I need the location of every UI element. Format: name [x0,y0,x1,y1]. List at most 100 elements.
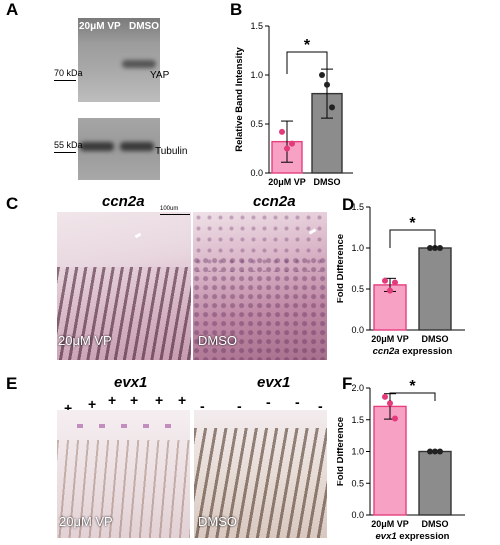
tubulin-blot-image [78,118,160,180]
data-point [437,448,443,455]
data-point [392,415,398,422]
evx1-vp-caption: 20μM VP [59,514,113,529]
data-point [382,393,388,400]
bar [418,247,452,331]
significance-star: * [304,37,311,54]
evx1-vp-image [57,410,190,538]
x-tick-label: DMSO [314,177,341,187]
panel-b-label: B [230,0,243,19]
y-tick-label: 0.5 [351,478,364,488]
bar [373,405,407,516]
y-tick-label: 1.5 [250,21,263,31]
data-point [427,245,433,251]
data-point [387,287,393,294]
arrow-icon [134,232,142,239]
y-tick-label: 0.5 [351,284,364,294]
lane-label-vp: 20μM VP [79,21,121,32]
yap-mw-label: 70 kDa [54,68,83,78]
ccn2a-dmso-dots [193,257,327,360]
scale-label: 100um [160,206,179,212]
y-tick-label: 1.5 [351,202,364,212]
tubulin-mw-label: 55 kDa [54,140,83,150]
panel-a-label: A [6,0,19,19]
y-axis-label: Fold Difference [337,234,346,303]
gene-name: ccn2a [373,346,400,357]
data-point [387,400,393,407]
x-tick-label: 20μM VP [371,334,409,344]
ccn2a-title-left: ccn2a [102,193,145,210]
y-axis-label: Fold Difference [337,417,346,486]
lane-label-dmso: DMSO [129,21,159,32]
data-point [319,72,325,78]
data-point [382,277,388,284]
tubulin-band-vp [80,142,114,151]
ccn2a-vp-image [57,212,191,360]
yap-mw-tick [54,80,76,81]
x-axis-label: ccn2a expression [373,346,453,357]
significance-bracket [286,51,328,74]
y-tick-label: 0.0 [351,510,364,520]
ccn2a-dmso-dots-top [193,212,327,272]
evx1-title-right: evx1 [257,374,291,391]
plus-sign: + [130,392,139,408]
tubulin-band-dmso [120,142,154,151]
plus-sign: + [108,392,117,408]
significance-bracket [389,229,436,248]
data-point [324,81,330,88]
plus-sign: + [64,400,73,416]
label-suffix: expression [400,346,453,357]
data-point [427,448,433,455]
evx1-dmso-caption: DMSO [198,514,237,529]
ccn2a-dmso-caption: DMSO [198,333,237,348]
y-tick-label: 1.5 [351,415,364,425]
minus-sign: - [295,394,300,410]
yap-label: YAP [150,70,170,81]
x-tick-label: DMSO [422,519,449,529]
data-point [279,128,285,135]
data-point [329,104,335,111]
data-point [432,448,438,455]
ccn2a-vp-rays [57,267,191,360]
ccn2a-title-right: ccn2a [253,193,296,210]
evx1-dmso-rays [194,428,327,538]
chart-b: 0.0 0.5 1.0 1.5 Relative Band Intensity 20μM … [234,21,353,187]
data-point [437,245,443,251]
plus-sign: + [155,392,164,408]
y-tick-label: 0.0 [250,168,263,178]
x-tick-label: 20μM VP [371,519,409,529]
y-tick-label: 0.0 [351,325,364,335]
bar [418,450,452,516]
y-tick-label: 2.0 [351,383,364,393]
panel-d-label: D [342,195,355,214]
scale-bar [160,214,190,215]
y-axis-label: Relative Band Intensity [234,47,245,152]
panel-e-label: E [6,374,18,393]
x-tick-label: 20μM VP [268,177,306,187]
evx1-dmso-image [194,410,327,538]
chart-d: 0.0 0.5 1.0 1.5 Fold Difference 20μM VP DMSO * c… [337,202,465,357]
minus-sign: - [237,398,242,414]
evx1-vp-rays [57,440,190,538]
data-point [392,279,398,286]
plus-sign: + [178,392,187,408]
ccn2a-vp-caption: 20μM VP [58,333,112,348]
gene-name: evx1 [376,531,397,542]
minus-sign: - [200,398,205,414]
panel-f-label: F [342,374,353,393]
data-point [289,140,295,147]
evx1-vp-stain [77,424,177,428]
y-tick-label: 1.0 [351,243,364,253]
x-tick-label: DMSO [422,334,449,344]
minus-sign: - [266,394,271,410]
y-tick-label: 1.0 [250,70,263,80]
y-tick-label: 0.5 [250,119,263,129]
data-point [284,145,290,152]
plus-sign: + [88,396,97,412]
ccn2a-dmso-image [193,212,327,360]
evx1-title-left: evx1 [114,374,148,391]
minus-sign: - [318,398,323,414]
label-suffix: expression [397,531,450,542]
significance-star: * [409,215,416,232]
yap-band [122,60,156,68]
x-axis-label: evx1 expression [376,531,450,542]
